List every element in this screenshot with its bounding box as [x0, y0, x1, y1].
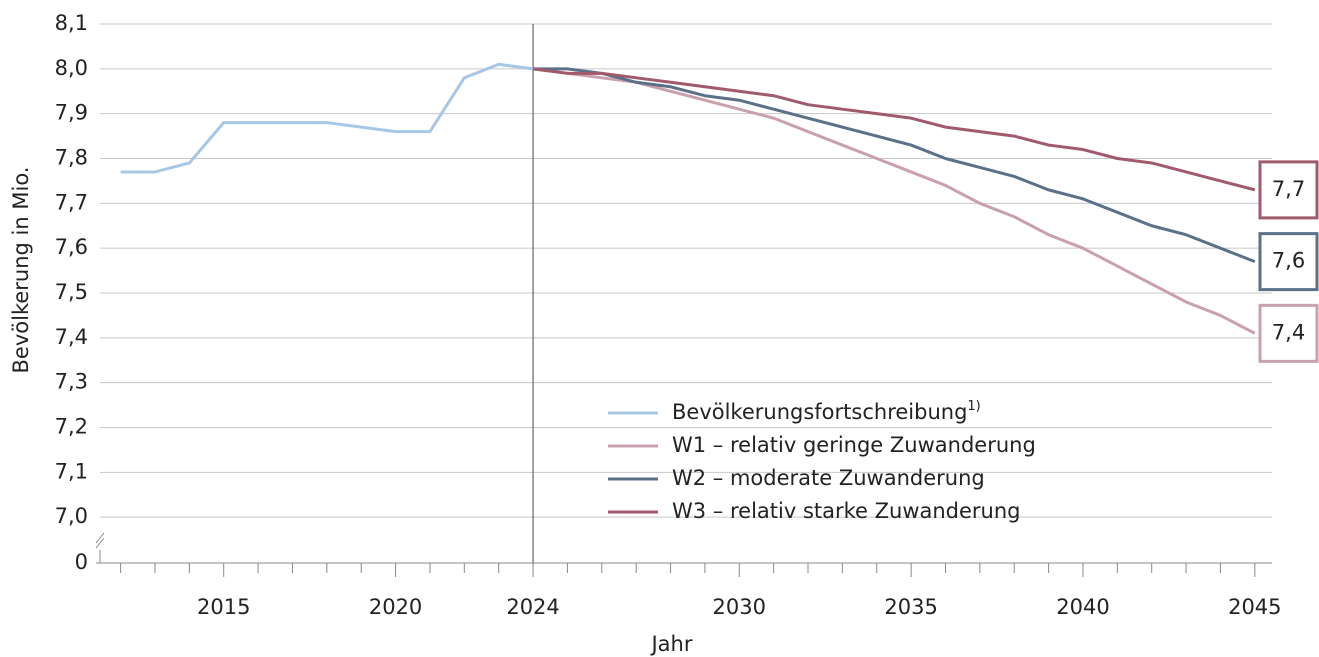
- y-tick-label: 7,8: [55, 146, 88, 170]
- legend-text: Bevölkerungsfortschreibung: [672, 400, 967, 424]
- y-tick-label: 7,3: [55, 370, 88, 394]
- y-tick-label: 0: [75, 550, 88, 574]
- y-tick-label: 7,6: [55, 235, 88, 259]
- end-label-box: [1258, 232, 1319, 292]
- axis-break: [95, 537, 105, 549]
- end-label: 7,6: [1272, 249, 1305, 273]
- y-tick-label: 8,1: [55, 11, 88, 35]
- legend-text: W3 – relativ starke Zuwanderung: [672, 499, 1021, 523]
- legend-label: W3 – relativ starke Zuwanderung: [672, 499, 1021, 523]
- series-line: [532, 67, 1256, 335]
- legend-footnote: 1): [967, 399, 980, 414]
- x-tick-label: 2040: [1056, 595, 1109, 619]
- y-tick-label: 7,2: [55, 415, 88, 439]
- x-tick-label: 2020: [369, 595, 422, 619]
- y-tick-label: 7,1: [55, 459, 88, 483]
- end-label-box: [1258, 160, 1319, 220]
- y-tick-label: 7,7: [55, 190, 88, 214]
- end-label: 7,7: [1272, 177, 1305, 201]
- legend-text: W1 – relativ geringe Zuwanderung: [672, 433, 1036, 457]
- series-line: [532, 67, 1256, 192]
- y-tick-label: 7,9: [55, 101, 88, 125]
- end-label: 7,4: [1272, 320, 1305, 344]
- y-tick-label: 7,5: [55, 280, 88, 304]
- axis-break: [95, 532, 105, 544]
- x-axis-title: Jahr: [649, 632, 692, 656]
- series-line: [120, 62, 534, 174]
- x-tick-label: 2030: [713, 595, 766, 619]
- x-tick-label: 2015: [197, 595, 250, 619]
- y-tick-label: 7,0: [55, 504, 88, 528]
- y-tick-label: 7,4: [55, 325, 88, 349]
- legend-text: W2 – moderate Zuwanderung: [672, 466, 985, 490]
- series-line: [533, 67, 1256, 264]
- y-tick-label: 8,0: [55, 56, 88, 80]
- legend-label: W1 – relativ geringe Zuwanderung: [672, 433, 1036, 457]
- end-label-box: [1258, 303, 1319, 363]
- x-tick-label: 2024: [506, 595, 559, 619]
- x-tick-label: 2035: [884, 595, 937, 619]
- x-tick-label: 2045: [1228, 595, 1281, 619]
- legend-label: Bevölkerungsfortschreibung1): [672, 399, 981, 425]
- y-axis-title: Bevölkerung in Mio.: [9, 167, 33, 374]
- legend-label: W2 – moderate Zuwanderung: [672, 466, 985, 490]
